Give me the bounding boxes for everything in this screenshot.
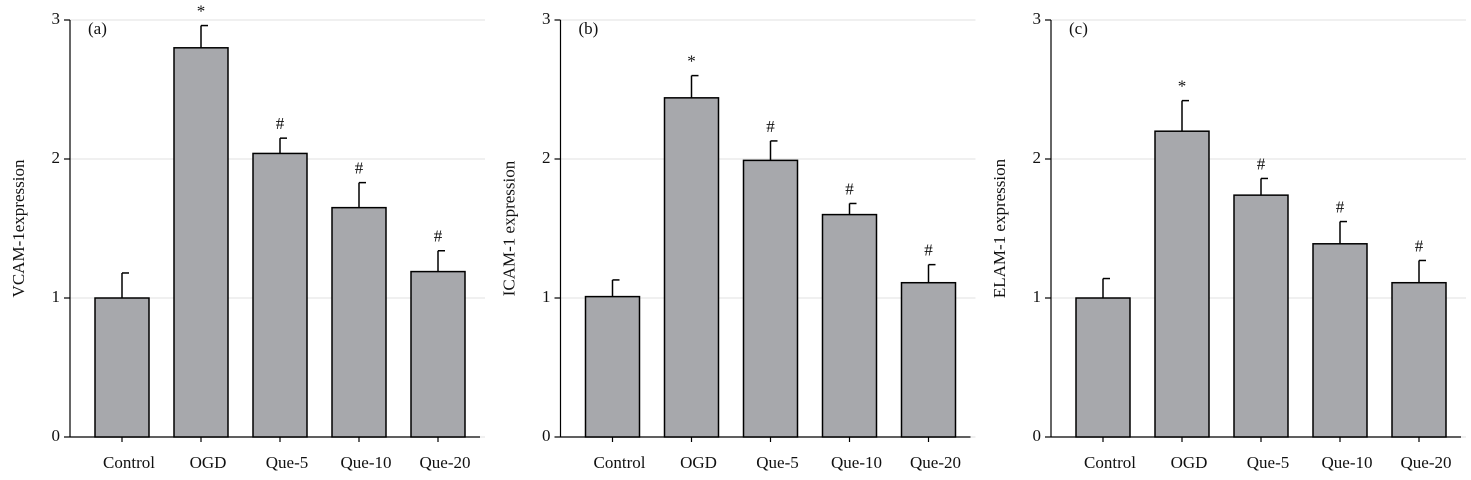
- bar: [1075, 297, 1131, 438]
- significance-marker: #: [434, 227, 443, 246]
- bar: [331, 206, 387, 438]
- x-tick-label: Que-10: [1322, 453, 1373, 472]
- significance-marker: *: [687, 52, 696, 71]
- panel-label: (a): [88, 19, 107, 38]
- panel-label: (b): [579, 19, 599, 38]
- significance-marker: *: [1178, 77, 1187, 96]
- y-axis-label: ICAM-1 expression: [499, 160, 518, 296]
- x-tick-label: Que-10: [831, 453, 882, 472]
- y-tick-label: 2: [52, 148, 61, 167]
- significance-marker: #: [924, 241, 933, 260]
- x-tick-label: Que-20: [1401, 453, 1452, 472]
- bar: [173, 47, 229, 438]
- y-tick-label: 1: [1033, 287, 1042, 306]
- y-tick-label: 3: [1033, 9, 1042, 28]
- significance-marker: #: [766, 117, 775, 136]
- y-tick-label: 0: [1033, 426, 1042, 445]
- bar: [900, 281, 957, 438]
- y-tick-label: 1: [52, 287, 61, 306]
- significance-marker: #: [1257, 154, 1266, 173]
- y-tick-label: 1: [542, 287, 551, 306]
- y-tick-label: 0: [542, 426, 551, 445]
- bar: [663, 97, 720, 438]
- bar: [1391, 281, 1447, 438]
- bar: [821, 213, 878, 438]
- x-tick-label: Que-10: [341, 453, 392, 472]
- bar: [742, 159, 799, 438]
- significance-marker: #: [355, 159, 364, 178]
- significance-marker: #: [1415, 236, 1424, 255]
- y-tick-label: 0: [52, 426, 61, 445]
- x-tick-label: Que-5: [756, 453, 798, 472]
- significance-marker: #: [276, 114, 285, 133]
- x-tick-label: Que-5: [266, 453, 308, 472]
- x-tick-label: OGD: [190, 453, 227, 472]
- bar: [94, 297, 150, 438]
- bar: [1233, 194, 1289, 438]
- panel: 0 1 2 3 (a) VCAM-1expression Control OGD * Que-5 #…: [9, 1, 485, 472]
- y-tick-label: 2: [1033, 148, 1042, 167]
- panel-label: (c): [1069, 19, 1088, 38]
- x-tick-label: Control: [594, 453, 646, 472]
- significance-marker: #: [1336, 197, 1345, 216]
- y-tick-label: 2: [542, 148, 551, 167]
- bar: [410, 270, 466, 438]
- significance-marker: *: [197, 1, 206, 20]
- panel: 0 1 2 3 (b) ICAM-1 expression Control OGD * Que-5…: [499, 9, 976, 472]
- panel: 0 1 2 3 (c) ELAM-1 expression Control OGD * Que-5…: [990, 9, 1466, 472]
- bar: [252, 152, 308, 438]
- x-tick-label: Control: [1084, 453, 1136, 472]
- x-tick-label: Control: [103, 453, 155, 472]
- y-axis-label: ELAM-1 expression: [990, 158, 1009, 298]
- x-tick-label: OGD: [680, 453, 717, 472]
- y-axis-label: VCAM-1expression: [9, 159, 28, 297]
- bar: [1154, 130, 1210, 438]
- bar: [1312, 243, 1368, 438]
- bar: [584, 295, 641, 438]
- x-tick-label: Que-20: [910, 453, 961, 472]
- y-tick-label: 3: [52, 9, 61, 28]
- x-tick-label: OGD: [1171, 453, 1208, 472]
- significance-marker: #: [845, 179, 854, 198]
- x-tick-label: Que-5: [1247, 453, 1289, 472]
- x-tick-label: Que-20: [420, 453, 471, 472]
- y-tick-label: 3: [542, 9, 551, 28]
